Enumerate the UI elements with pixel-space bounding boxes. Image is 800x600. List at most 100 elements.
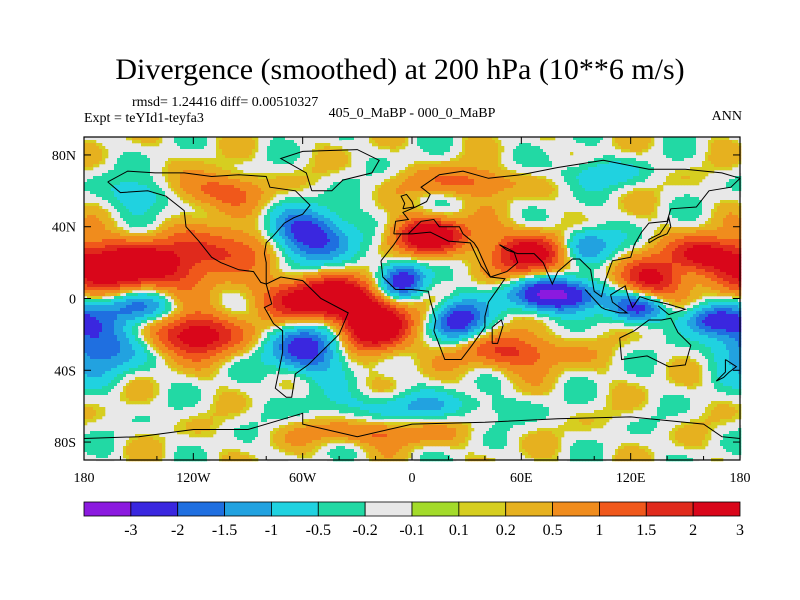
field-cell [261, 200, 265, 204]
field-cell [84, 155, 88, 159]
field-cell [231, 218, 235, 222]
field-cell [375, 155, 379, 159]
field-cell [345, 158, 349, 162]
field-cell [345, 137, 349, 141]
field-cell [483, 182, 487, 186]
field-cell [567, 212, 571, 216]
field-cell [354, 218, 358, 222]
field-cell [306, 194, 310, 198]
field-cell [396, 143, 400, 147]
field-cell [303, 215, 307, 219]
field-cell [252, 152, 256, 156]
field-cell [522, 140, 526, 144]
field-cell [690, 212, 694, 216]
field-cell [507, 221, 511, 225]
field-cell [714, 209, 718, 213]
field-cell [699, 212, 703, 216]
field-cell [315, 209, 319, 213]
field-cell [501, 176, 505, 180]
field-cell [519, 188, 523, 192]
field-cell [429, 155, 433, 159]
field-cell [600, 149, 604, 153]
field-cell [180, 140, 184, 144]
field-cell [630, 182, 634, 186]
field-cell [117, 158, 121, 162]
field-cell [189, 140, 193, 144]
field-cell [459, 155, 463, 159]
field-cell [459, 161, 463, 165]
field-cell [210, 167, 214, 171]
field-cell [687, 212, 691, 216]
field-cell [327, 191, 331, 195]
field-cell [696, 194, 700, 198]
field-cell [498, 164, 502, 168]
field-cell [444, 194, 448, 198]
field-cell [597, 146, 601, 150]
field-cell [537, 221, 541, 225]
field-cell [504, 188, 508, 192]
field-cell [195, 140, 199, 144]
field-cell [300, 200, 304, 204]
field-cell [453, 215, 457, 219]
field-cell [489, 215, 493, 219]
field-cell [606, 206, 610, 210]
field-cell [357, 203, 361, 207]
field-cell [546, 152, 550, 156]
field-cell [483, 149, 487, 153]
field-cell [273, 155, 277, 159]
field-cell [327, 173, 331, 177]
field-cell [489, 167, 493, 171]
field-cell [159, 197, 163, 201]
field-cell [489, 218, 493, 222]
field-cell [141, 164, 145, 168]
field-cell [258, 194, 262, 198]
field-cell [228, 179, 232, 183]
field-cell [657, 191, 661, 195]
field-cell [450, 164, 454, 168]
field-cell [249, 182, 253, 186]
field-cell [423, 212, 427, 216]
field-cell [234, 176, 238, 180]
field-cell [294, 221, 298, 225]
field-cell [678, 194, 682, 198]
field-cell [687, 152, 691, 156]
field-cell [660, 155, 664, 159]
field-cell [666, 158, 670, 162]
field-cell [405, 206, 409, 210]
field-cell [357, 182, 361, 186]
field-cell [486, 185, 490, 189]
field-cell [537, 161, 541, 165]
field-cell [531, 206, 535, 210]
field-cell [633, 167, 637, 171]
field-cell [552, 170, 556, 174]
field-cell [216, 212, 220, 216]
field-cell [135, 182, 139, 186]
field-cell [627, 161, 631, 165]
field-cell [672, 146, 676, 150]
field-cell [639, 152, 643, 156]
field-cell [216, 194, 220, 198]
field-cell [390, 215, 394, 219]
field-cell [90, 164, 94, 168]
field-cell [324, 158, 328, 162]
field-cell [150, 161, 154, 165]
field-cell [501, 218, 505, 222]
field-cell [459, 185, 463, 189]
field-cell [99, 191, 103, 195]
field-cell [192, 143, 196, 147]
field-cell [342, 179, 346, 183]
field-cell [384, 188, 388, 192]
field-cell [114, 209, 118, 213]
field-cell [207, 143, 211, 147]
field-cell [195, 149, 199, 153]
field-cell [408, 188, 412, 192]
field-cell [696, 176, 700, 180]
field-cell [732, 209, 736, 213]
field-cell [474, 212, 478, 216]
field-cell [423, 179, 427, 183]
field-cell [276, 182, 280, 186]
field-cell [255, 221, 259, 225]
field-cell [498, 146, 502, 150]
field-cell [705, 203, 709, 207]
field-cell [720, 206, 724, 210]
